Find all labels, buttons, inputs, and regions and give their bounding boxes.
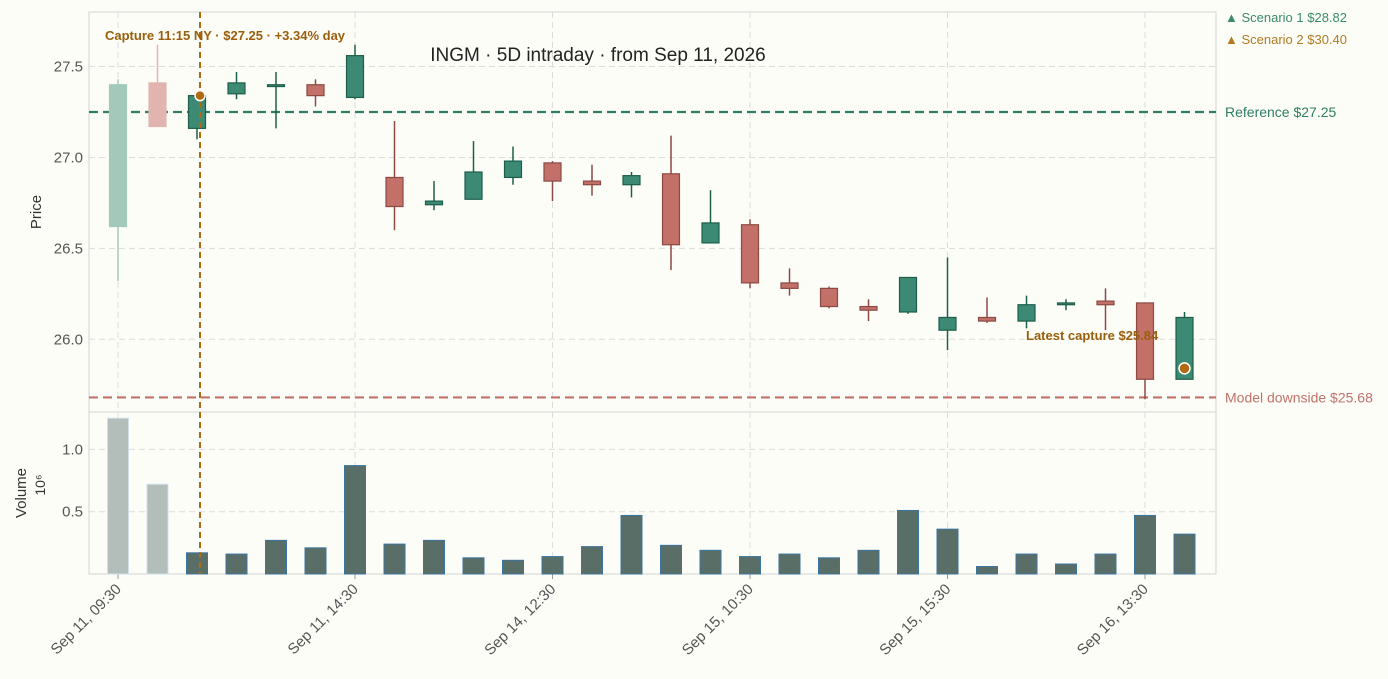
candle-body bbox=[701, 222, 720, 244]
reference-line-label: Reference $27.25 bbox=[1225, 104, 1337, 120]
volume-bar bbox=[502, 559, 524, 575]
x-tick-label: Sep 15, 15:30 bbox=[876, 581, 954, 659]
volume-tick-label: 1.0 bbox=[62, 441, 83, 458]
volume-bar bbox=[265, 539, 287, 575]
price-tick-label: 27.0 bbox=[54, 149, 83, 166]
volume-bar bbox=[936, 528, 959, 575]
candle-body bbox=[543, 162, 562, 182]
candle-body bbox=[1096, 300, 1115, 306]
candle-body bbox=[1017, 304, 1036, 322]
volume-bar bbox=[1173, 533, 1196, 575]
volume-bar bbox=[1134, 514, 1156, 575]
scenario-label: ▲ Scenario 2 $30.40 bbox=[1225, 32, 1347, 47]
volume-bar bbox=[1015, 553, 1038, 575]
volume-bar bbox=[304, 547, 327, 575]
candle-body bbox=[1135, 302, 1155, 380]
volume-bar bbox=[225, 553, 248, 575]
volume-bar bbox=[818, 557, 840, 575]
downside-line-label: Model downside $25.68 bbox=[1225, 389, 1373, 405]
volume-bar bbox=[383, 543, 406, 575]
x-tick-label: Sep 11, 09:30 bbox=[48, 581, 125, 658]
candle-body bbox=[740, 224, 760, 284]
candle-body bbox=[424, 200, 444, 206]
scenario-label: ▲ Scenario 1 $28.82 bbox=[1225, 10, 1347, 25]
candle-body bbox=[938, 316, 957, 331]
candle-body bbox=[582, 180, 602, 186]
volume-panel bbox=[88, 411, 1217, 575]
price-axis-label: Price bbox=[28, 195, 45, 229]
volume-bar bbox=[107, 417, 129, 575]
volume-bar bbox=[976, 566, 998, 575]
candle-body bbox=[977, 316, 997, 322]
x-tick-label: Sep 16, 13:30 bbox=[1074, 581, 1152, 659]
candle-body bbox=[622, 175, 641, 186]
candle-body bbox=[780, 282, 799, 289]
candle-body bbox=[227, 82, 246, 95]
volume-axis-label: Volume bbox=[13, 468, 30, 518]
volume-bar bbox=[186, 552, 208, 575]
volume-bar bbox=[541, 556, 564, 575]
x-tick-label: Sep 14, 12:30 bbox=[481, 581, 559, 659]
chart-title: INGM · 5D intraday · from Sep 11, 2026 bbox=[430, 45, 765, 66]
volume-bar bbox=[462, 557, 485, 575]
candle-body bbox=[266, 84, 286, 88]
candle-body bbox=[385, 176, 404, 208]
candle-body bbox=[1056, 302, 1076, 306]
candle-body bbox=[108, 84, 128, 228]
volume-bar bbox=[857, 549, 880, 575]
volume-bar bbox=[581, 546, 603, 575]
capture-point bbox=[194, 89, 206, 102]
volume-bar bbox=[344, 465, 366, 575]
price-tick-label: 26.0 bbox=[54, 331, 83, 348]
latest-capture-point bbox=[1178, 362, 1191, 375]
x-tick-label: Sep 11, 14:30 bbox=[285, 581, 362, 658]
candle-body bbox=[503, 160, 523, 179]
price-tick-label: 26.5 bbox=[54, 240, 83, 257]
candle-body bbox=[819, 287, 839, 308]
volume-unit-label: 10⁶ bbox=[32, 474, 48, 495]
candle-body bbox=[859, 305, 878, 311]
candle-body bbox=[306, 84, 325, 97]
volume-bar bbox=[778, 553, 801, 575]
candle-body bbox=[898, 276, 918, 313]
volume-tick-label: 0.5 bbox=[62, 504, 83, 521]
candle-body bbox=[148, 82, 167, 128]
volume-bar bbox=[1055, 563, 1077, 575]
latest-capture-label: Latest capture $25.84 bbox=[1026, 328, 1159, 343]
volume-bar bbox=[146, 483, 169, 575]
volume-bar bbox=[660, 544, 682, 575]
candle-body bbox=[464, 171, 483, 200]
volume-bar bbox=[620, 514, 643, 575]
x-tick-label: Sep 15, 10:30 bbox=[679, 581, 757, 659]
volume-bar bbox=[739, 556, 761, 575]
volume-bar bbox=[897, 509, 919, 575]
capture-label: Capture 11:15 NY · $27.25 · +3.34% day bbox=[105, 28, 346, 43]
candle-body bbox=[661, 173, 681, 246]
volume-bar bbox=[1094, 553, 1117, 575]
price-panel bbox=[88, 11, 1217, 413]
volume-bar bbox=[423, 539, 445, 575]
price-tick-label: 27.5 bbox=[54, 59, 83, 76]
candle-body bbox=[345, 55, 365, 99]
volume-bar bbox=[699, 549, 722, 575]
